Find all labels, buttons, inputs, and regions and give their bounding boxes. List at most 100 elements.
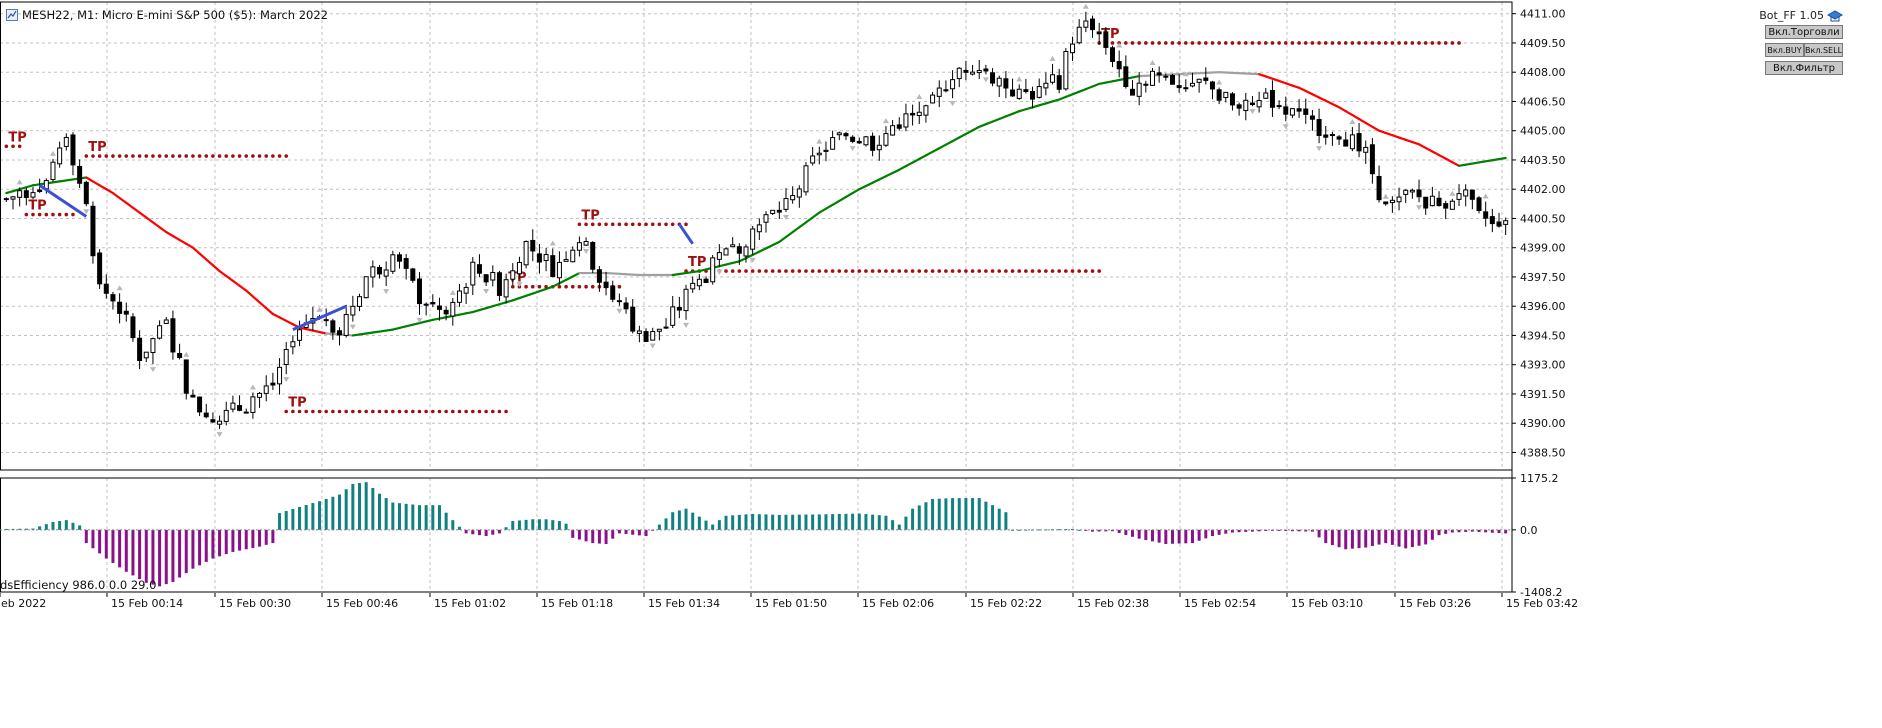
trade-lines xyxy=(38,184,694,331)
fractal-arrow xyxy=(416,317,423,323)
candle-body xyxy=(856,140,862,144)
candle-body xyxy=(1169,75,1175,85)
ma-segment xyxy=(1011,110,1021,115)
button-enable-trading[interactable]: Вкл.Торговли xyxy=(1765,25,1843,39)
time-tick-label: 15 Feb 01:34 xyxy=(648,597,720,610)
tp-dot xyxy=(1423,41,1428,45)
histogram-bar xyxy=(551,520,555,530)
tp-dot xyxy=(1277,41,1281,45)
candle-body xyxy=(83,181,89,205)
ma-segment xyxy=(425,318,434,323)
candle-body xyxy=(1256,99,1262,108)
histogram-bar xyxy=(124,529,128,572)
tp-dot xyxy=(1457,41,1461,45)
fractal-arrow xyxy=(149,367,156,373)
candle-body xyxy=(730,244,736,248)
ma-segment xyxy=(718,263,728,268)
histogram-bar xyxy=(271,529,275,544)
histogram-bar xyxy=(38,526,42,530)
histogram-bar xyxy=(84,529,88,544)
tp-dot xyxy=(977,269,982,273)
ma-segment xyxy=(751,250,761,256)
histogram-bar xyxy=(957,498,961,530)
ma-segment xyxy=(1437,153,1447,160)
histogram-bar xyxy=(971,498,975,530)
ma-segment xyxy=(1271,77,1281,83)
candle-body xyxy=(1303,108,1309,115)
ma-segment xyxy=(898,165,908,171)
tp-dot xyxy=(44,212,49,217)
histogram-bar xyxy=(1477,529,1481,532)
ma-segment xyxy=(891,168,901,175)
candle-body xyxy=(736,246,742,254)
ma-segment xyxy=(278,316,288,322)
candle-body xyxy=(163,319,169,324)
tp-dot xyxy=(597,222,602,227)
ma-segment xyxy=(485,305,494,310)
histogram-bar xyxy=(1430,529,1434,540)
tp-dot xyxy=(464,409,468,414)
ma-segment xyxy=(145,216,155,224)
tp-dot xyxy=(610,222,615,227)
ma-segment xyxy=(171,234,181,241)
button-enable-filter[interactable]: Вкл.Фильтр xyxy=(1765,61,1843,75)
fractal-arrow xyxy=(83,209,90,215)
histogram-bar xyxy=(118,529,122,568)
tp-dot xyxy=(1310,41,1315,45)
candle-body xyxy=(530,239,536,252)
tp-dot xyxy=(457,409,462,414)
histogram-bar xyxy=(744,514,748,530)
button-enable-buy[interactable]: Вкл.BUY xyxy=(1765,43,1804,57)
ma-segment xyxy=(1457,163,1467,167)
tp-dot xyxy=(510,284,515,289)
histogram-bar xyxy=(731,515,735,530)
tp-dot xyxy=(984,269,988,273)
ma-segment xyxy=(1311,93,1321,99)
tp-dot xyxy=(431,409,435,414)
ma-segment xyxy=(858,184,868,191)
fractal-arrow xyxy=(882,118,889,124)
candle-body xyxy=(710,257,716,283)
price-tick-label: 4396.00 xyxy=(1520,300,1566,313)
tp-dot xyxy=(111,154,115,158)
histogram-bar xyxy=(191,529,195,569)
candle-body xyxy=(916,111,922,117)
tp-dot xyxy=(177,154,182,158)
candle-body xyxy=(223,409,229,422)
time-tick-label: 15 Feb 02:54 xyxy=(1184,597,1256,610)
button-enable-sell[interactable]: Вкл.SELL xyxy=(1804,43,1843,57)
histogram-bar xyxy=(891,520,895,530)
ma-segment xyxy=(431,317,441,321)
fractal-arrow xyxy=(683,322,690,328)
ma-segment xyxy=(1357,117,1367,125)
tp-dot xyxy=(864,269,868,273)
tp-dot xyxy=(757,269,762,273)
ma-segment xyxy=(1497,156,1507,161)
histogram-bar xyxy=(977,498,981,530)
histogram-bar xyxy=(1124,529,1128,535)
candle-body xyxy=(123,310,129,315)
candle-body xyxy=(37,189,43,192)
histogram-bar xyxy=(204,529,208,562)
tp-dot xyxy=(317,409,322,414)
histogram-bar xyxy=(1017,529,1021,531)
histogram-bar xyxy=(1197,529,1201,541)
histogram-bar xyxy=(937,498,941,530)
candle-body xyxy=(463,286,469,294)
tp-dot xyxy=(990,269,995,273)
tp-dot xyxy=(1157,41,1161,45)
ma-segment xyxy=(1491,158,1501,162)
histogram-bar xyxy=(904,516,908,530)
candle-body xyxy=(490,272,496,281)
grid-lines xyxy=(0,2,1512,592)
histogram-bar xyxy=(1424,529,1428,545)
histogram-bar xyxy=(1157,529,1161,543)
ma-segment xyxy=(798,221,808,229)
tp-dot xyxy=(470,409,475,414)
histogram-bar xyxy=(1004,512,1008,530)
ma-segment xyxy=(505,299,514,304)
tp-dot xyxy=(91,154,95,158)
histogram-bar xyxy=(1111,529,1115,532)
histogram-bar xyxy=(231,529,235,552)
